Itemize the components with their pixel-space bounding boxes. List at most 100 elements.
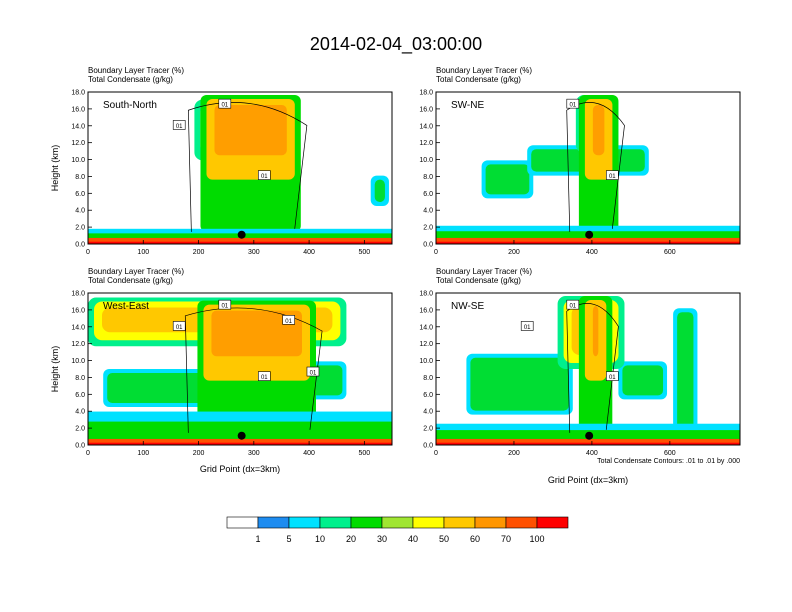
cloud-patch <box>374 179 385 202</box>
colorbar-label: 50 <box>439 534 449 544</box>
x-tick-label: 400 <box>586 450 598 457</box>
y-tick-label: 16.0 <box>71 307 85 314</box>
x-tick-label: 0 <box>86 450 90 457</box>
panel-title-1: Boundary Layer Tracer (%) <box>88 66 184 75</box>
contour-label: 01 <box>569 103 576 109</box>
y-tick-label: 18.0 <box>71 90 85 97</box>
y-tick-label: 18.0 <box>71 291 85 298</box>
colorbar-label: 30 <box>377 534 387 544</box>
plot-frame <box>87 292 393 446</box>
y-tick-label: 4.0 <box>75 208 85 215</box>
y-tick-label: 0.0 <box>75 443 85 450</box>
contour-label-box <box>520 321 534 331</box>
contour-label-box <box>566 98 580 109</box>
x-tick-label: 400 <box>586 249 598 256</box>
x-tick-label: 0 <box>434 249 438 256</box>
colorbar-swatch <box>505 516 538 529</box>
colorbar-swatch <box>443 516 476 529</box>
contour-label-box <box>258 371 271 381</box>
y-tick-label: 14.0 <box>71 324 85 331</box>
tower-max <box>592 306 599 357</box>
contour-label-box <box>282 315 295 325</box>
tower-max <box>214 105 287 156</box>
location-marker <box>585 230 594 239</box>
x-tick-label: 500 <box>359 249 371 256</box>
tower-max <box>592 105 605 156</box>
panel-west-east: West-East Boundary Layer Tracer (%)Total … <box>50 267 393 474</box>
bl-band <box>88 241 392 244</box>
tower-max <box>211 310 302 357</box>
colorbar: 1 5 10 20 30 40 50 60 70 100 <box>226 516 569 544</box>
x-tick-label: 100 <box>137 450 149 457</box>
y-tick-label: 2.0 <box>423 426 433 433</box>
panel-title-2: Total Condensate (g/kg) <box>436 276 521 285</box>
y-tick-label: 12.0 <box>419 341 433 348</box>
panel-south-north: South-North Boundary Layer Tracer (%)Tota… <box>50 66 393 256</box>
colorbar-label: 5 <box>286 534 291 544</box>
bl-band <box>436 438 740 445</box>
x-tick-label: 300 <box>248 249 260 256</box>
y-tick-label: 6.0 <box>75 392 85 399</box>
bl-band <box>436 442 740 445</box>
y-tick-label: 2.0 <box>75 225 85 232</box>
contour-label-box <box>306 366 320 377</box>
contour-label-box <box>172 120 186 130</box>
contour-note: Total Condensate Contours: .01 to .01 by… <box>597 458 740 465</box>
x-tick-label: 100 <box>137 249 149 256</box>
y-tick-label: 8.0 <box>423 375 433 382</box>
y-tick-label: 0.0 <box>423 242 433 249</box>
x-tick-label: 200 <box>193 450 205 457</box>
contour-label: 01 <box>221 103 228 109</box>
y-tick-label: 12.0 <box>71 341 85 348</box>
bl-band <box>436 241 740 244</box>
panel-title-1: Boundary Layer Tracer (%) <box>88 267 184 276</box>
plot-frame <box>435 292 741 446</box>
colorbar-label: 60 <box>470 534 480 544</box>
y-tick-label: 14.0 <box>419 123 433 130</box>
y-tick-label: 10.0 <box>419 358 433 365</box>
tracer-field <box>436 296 740 445</box>
y-tick-label: 0.0 <box>423 443 433 450</box>
colorbar-swatch <box>350 516 383 529</box>
panel-label: NW-SE <box>451 301 484 312</box>
condensate-contour <box>184 307 323 433</box>
condensate-contour <box>566 102 625 232</box>
panel-label: SW-NE <box>451 100 484 111</box>
y-tick-label: 4.0 <box>75 409 85 416</box>
x-tick-label: 0 <box>86 249 90 256</box>
x-axis-label: Grid Point (dx=3km) <box>200 464 280 474</box>
y-tick-label: 18.0 <box>419 291 433 298</box>
y-axis-label: Height (km) <box>50 346 60 393</box>
panel-sw-ne: SW-NE Boundary Layer Tracer (%)Total Cond… <box>419 66 741 256</box>
y-tick-label: 10.0 <box>419 157 433 164</box>
contour-label-box <box>566 299 580 310</box>
location-marker <box>237 230 246 239</box>
panel-title-2: Total Condensate (g/kg) <box>88 276 173 285</box>
contour-label: 01 <box>285 319 292 325</box>
contour-label-box <box>606 371 619 381</box>
colorbar-label: 100 <box>529 534 544 544</box>
y-axis-label: Height (km) <box>50 145 60 192</box>
condensate-contour <box>566 303 619 433</box>
y-tick-label: 12.0 <box>419 140 433 147</box>
contour-label: 01 <box>524 325 531 331</box>
colorbar-swatch <box>381 516 414 529</box>
y-tick-label: 8.0 <box>423 174 433 181</box>
y-tick-label: 4.0 <box>423 409 433 416</box>
contour-label: 01 <box>221 304 228 310</box>
bl-band <box>88 237 392 244</box>
contour-label: 01 <box>176 325 183 331</box>
colorbar-label: 70 <box>501 534 511 544</box>
x-tick-label: 200 <box>508 249 520 256</box>
bl-band <box>88 438 392 445</box>
y-tick-label: 16.0 <box>419 307 433 314</box>
contour-label: 01 <box>609 174 616 180</box>
condensate-contour <box>187 102 308 232</box>
x-tick-label: 200 <box>508 450 520 457</box>
contour-label: 01 <box>310 371 317 377</box>
y-tick-label: 14.0 <box>71 123 85 130</box>
contour-label: 01 <box>609 375 616 381</box>
